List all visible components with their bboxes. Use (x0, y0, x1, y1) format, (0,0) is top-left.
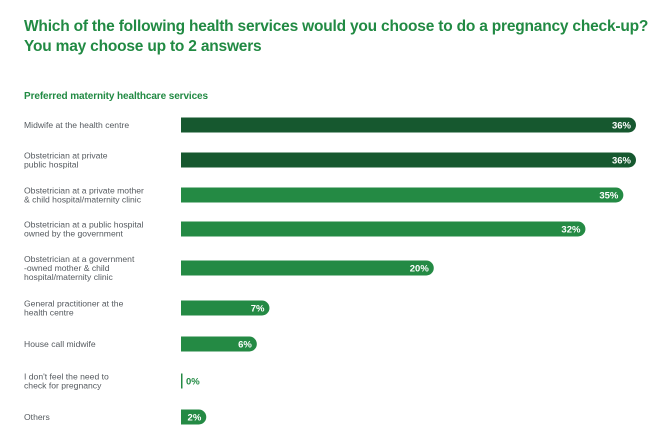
category-label-line: owned by the government (24, 229, 124, 239)
category-label: Obstetrician at a public hospital owned b… (24, 220, 144, 239)
bar (181, 300, 270, 316)
bar-row: Obstetrician at a public hospital owned b… (24, 220, 586, 239)
category-label-line: Others (24, 412, 50, 422)
category-label-line: check for pregnancy (24, 381, 102, 391)
bar (181, 409, 207, 425)
chart-title: Which of the following health services w… (24, 17, 654, 57)
category-label-line: General practitioner at the (24, 299, 124, 309)
category-label-line: -owned mother & child (24, 263, 110, 273)
bar-row: Obstetrician at a private mother & child … (24, 186, 624, 205)
category-label-line: hospital/maternity clinic (24, 272, 114, 282)
category-label: I don't feel the need to check for pregna… (24, 372, 109, 391)
category-label-line: House call midwife (24, 339, 96, 349)
bar (181, 152, 636, 168)
category-label-line: health centre (24, 308, 74, 318)
bar (181, 373, 183, 389)
bar (181, 260, 434, 276)
value-label: 0% (186, 377, 200, 388)
bar-row: I don't feel the need to check for pregna… (24, 372, 200, 391)
category-label-line: I don't feel the need to (24, 372, 109, 382)
value-label: 32% (561, 225, 581, 236)
category-label-line: Obstetrician at a government (24, 254, 135, 264)
value-label: 7% (251, 304, 265, 315)
chart-title-line-2: You may choose up to 2 answers (24, 38, 262, 55)
bar-row: House call midwife 6% (24, 336, 257, 352)
category-label-line: Midwife at the health centre (24, 120, 129, 130)
bar (181, 117, 636, 133)
chart-subtitle: Preferred maternity healthcare services (24, 91, 208, 102)
category-label: Midwife at the health centre (24, 120, 129, 130)
bar (181, 187, 624, 203)
bar-row: Others 2% (24, 409, 207, 425)
category-label: Obstetrician at private public hospital (24, 151, 108, 170)
bar-row: General practitioner at the health centre… (24, 299, 270, 318)
value-label: 36% (612, 121, 632, 132)
bar-row: Obstetrician at a government -owned mothe… (24, 254, 434, 282)
value-label: 20% (410, 264, 430, 275)
value-label: 36% (612, 156, 632, 167)
category-label-line: public hospital (24, 160, 79, 170)
bar-row: Obstetrician at private public hospital 36… (24, 151, 636, 170)
category-label-line: Obstetrician at a private mother (24, 186, 144, 196)
category-label-line: Obstetrician at private (24, 151, 108, 161)
category-label: General practitioner at the health centre (24, 299, 124, 318)
value-label: 2% (188, 413, 202, 424)
value-label: 35% (599, 191, 619, 202)
category-label-line: & child hospital/maternity clinic (24, 195, 142, 205)
value-label: 6% (238, 340, 252, 351)
category-label: Others (24, 412, 50, 422)
chart-title-line-1: Which of the following health services w… (24, 18, 649, 35)
bar-row: Midwife at the health centre 36% (24, 117, 636, 133)
category-label: Obstetrician at a private mother & child … (24, 186, 144, 205)
category-label: Obstetrician at a government -owned mothe… (24, 254, 135, 282)
category-label: House call midwife (24, 339, 96, 349)
bar (181, 221, 586, 237)
category-label-line: Obstetrician at a public hospital (24, 220, 144, 230)
bar (181, 336, 257, 352)
